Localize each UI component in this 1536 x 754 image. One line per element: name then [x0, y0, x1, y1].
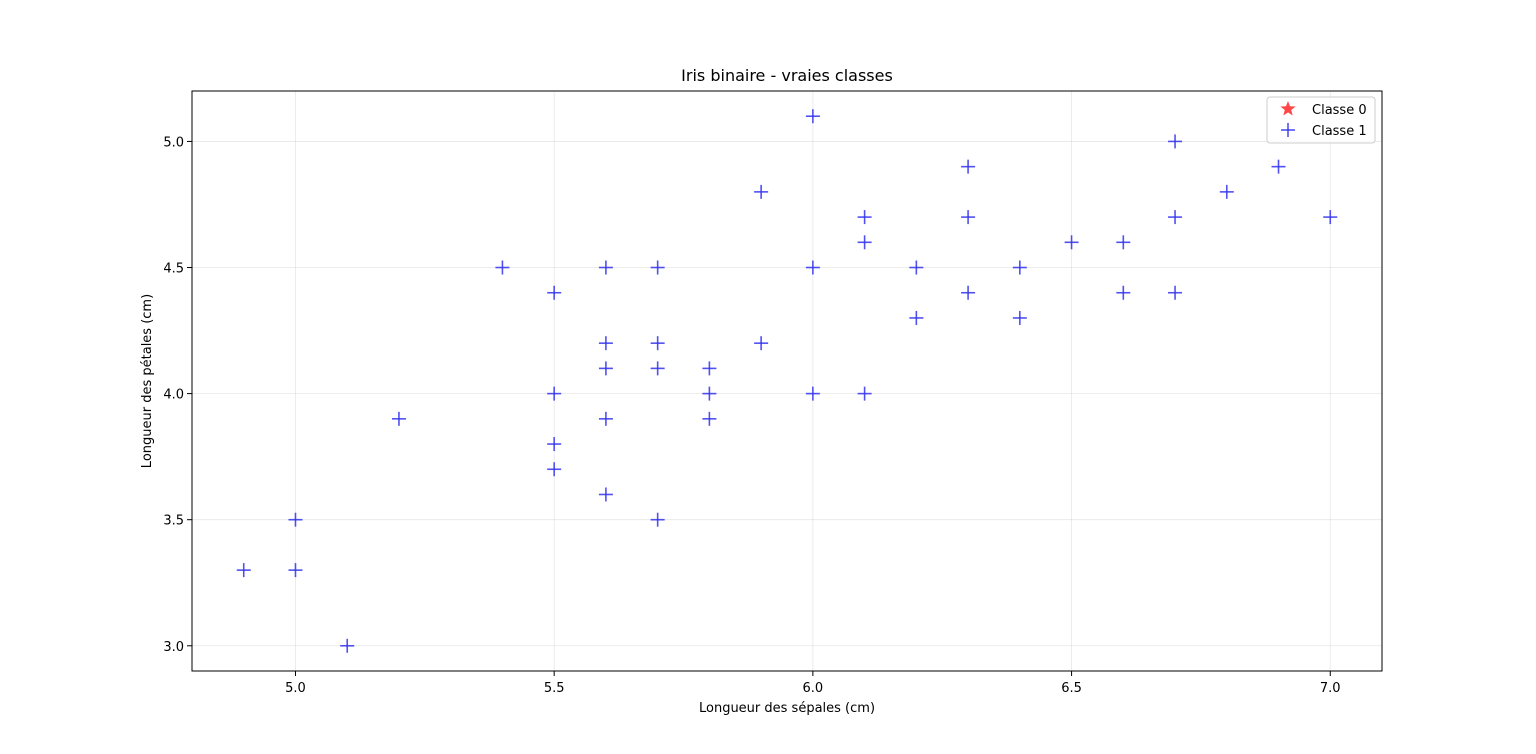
data-point [961, 210, 976, 225]
data-point [1116, 285, 1131, 300]
data-point [547, 285, 562, 300]
x-tick-label: 5.0 [285, 681, 306, 696]
data-point [1012, 260, 1027, 275]
data-point [1323, 210, 1338, 225]
legend-label: Classe 1 [1312, 124, 1367, 139]
x-axis: 5.0 5.5 6.0 6.5 7.0 [285, 671, 1341, 696]
data-point [909, 310, 924, 325]
x-tick-label: 7.0 [1320, 681, 1341, 696]
data-point [391, 411, 406, 426]
data-point [650, 336, 665, 351]
data-point [1012, 310, 1027, 325]
data-point [1168, 210, 1183, 225]
data-point [805, 386, 820, 401]
data-point [547, 437, 562, 452]
y-axis-label: Longueur des pétales (cm) [140, 294, 155, 468]
data-point [650, 512, 665, 527]
data-point [495, 260, 510, 275]
grid [192, 91, 1382, 671]
data-point [805, 260, 820, 275]
data-point [1168, 285, 1183, 300]
data-point [288, 512, 303, 527]
legend-marker [1280, 101, 1296, 116]
data-point [1271, 159, 1286, 174]
data-point [650, 260, 665, 275]
data-point [754, 184, 769, 199]
data-point [702, 386, 717, 401]
y-tick-label: 3.5 [163, 514, 184, 529]
data-point [236, 563, 251, 578]
legend: Classe 0 Classe 1 [1266, 96, 1376, 144]
data-point [547, 462, 562, 477]
data-point [961, 159, 976, 174]
data-point [857, 235, 872, 250]
plot-frame [191, 90, 1383, 672]
data-point [1064, 235, 1079, 250]
data-point [702, 361, 717, 376]
data-point [805, 109, 820, 124]
x-axis-label: Longueur des sépales (cm) [699, 701, 875, 716]
x-tick-label: 6.5 [1061, 681, 1082, 696]
data-point [857, 386, 872, 401]
data-point [1219, 184, 1234, 199]
data-point [547, 386, 562, 401]
legend-label: Classe 0 [1312, 103, 1367, 118]
data-point [598, 260, 613, 275]
data-point [598, 487, 613, 502]
y-axis: 3.0 3.5 4.0 4.5 5.0 [163, 135, 192, 655]
y-tick-label: 3.0 [163, 640, 184, 655]
legend-marker [1281, 123, 1295, 137]
legend-box [1266, 96, 1376, 144]
data-point [598, 336, 613, 351]
data-point [288, 563, 303, 578]
data-point [857, 210, 872, 225]
chart-title: Iris binaire - vraies classes [681, 66, 893, 85]
data-point [598, 361, 613, 376]
y-tick-label: 4.0 [163, 388, 184, 403]
data-point [340, 638, 355, 653]
x-tick-label: 6.0 [803, 681, 824, 696]
data-point [702, 411, 717, 426]
data-point [1168, 134, 1183, 149]
x-tick-label: 5.5 [544, 681, 565, 696]
y-tick-label: 4.5 [163, 262, 184, 277]
data-point [650, 361, 665, 376]
data-point [598, 411, 613, 426]
data-point [961, 285, 976, 300]
data-point [909, 260, 924, 275]
data-points [236, 109, 1338, 653]
data-point [754, 336, 769, 351]
data-point [1116, 235, 1131, 250]
y-tick-label: 5.0 [163, 135, 184, 150]
